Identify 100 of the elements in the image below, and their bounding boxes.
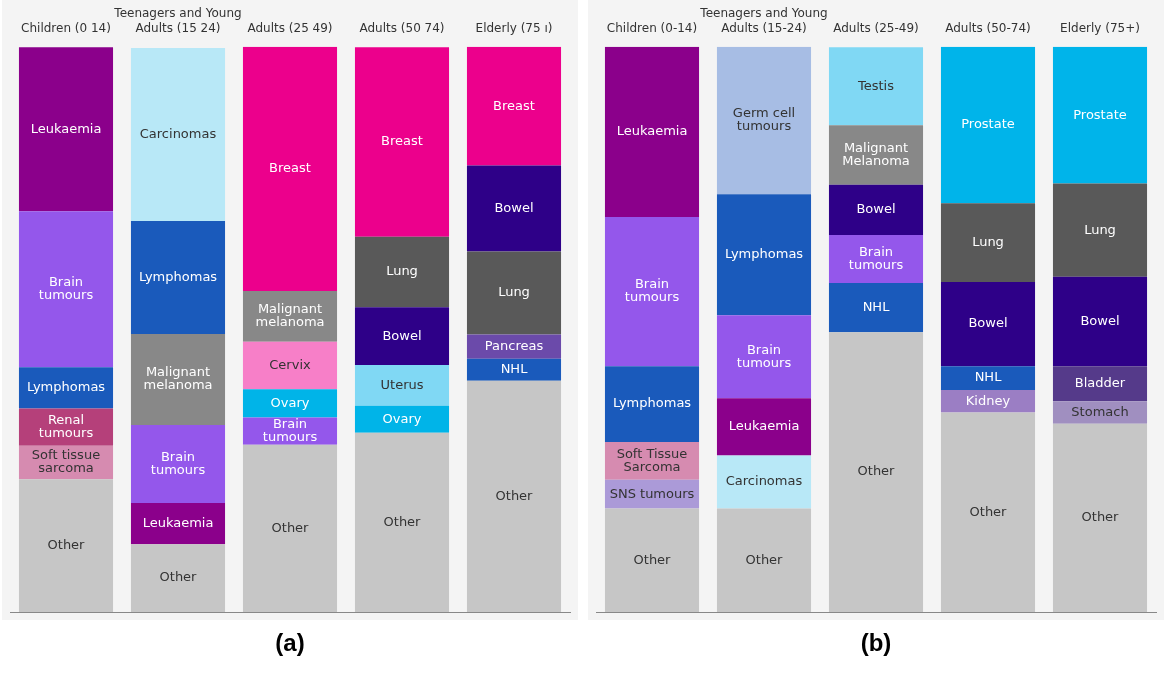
x-tick-label: Elderly (75+) xyxy=(1060,20,1140,35)
x-tick-label: Adults (25 49) xyxy=(247,20,333,35)
series-label: Lung xyxy=(972,234,1004,250)
series-label: Renal tumours xyxy=(38,412,94,441)
series-label: Brain tumours xyxy=(262,416,318,445)
bar xyxy=(18,367,114,409)
bar xyxy=(130,220,226,334)
series-label: Other xyxy=(633,551,672,567)
bar xyxy=(940,281,1036,367)
series-label: Prostate xyxy=(961,116,1015,132)
bar xyxy=(354,432,450,612)
series-label: Pancreas xyxy=(484,338,544,354)
bar xyxy=(828,332,924,612)
bar xyxy=(466,380,562,612)
bar xyxy=(466,46,562,166)
series-label: Prostate xyxy=(1073,106,1127,122)
series-label: Other xyxy=(159,569,198,585)
bar xyxy=(354,405,450,433)
text: Other xyxy=(47,536,85,552)
bar xyxy=(354,236,450,308)
bar xyxy=(716,398,812,456)
text: Other xyxy=(383,513,421,529)
series-label: Brain tumours xyxy=(150,448,206,477)
series-label: Testis xyxy=(857,77,895,93)
series-label: Lung xyxy=(386,263,418,279)
bar xyxy=(716,508,812,612)
series-label: Leukaemia xyxy=(142,514,214,530)
x-tick-label: Teenagers and Young Adults (15-24) xyxy=(699,6,828,35)
series-label: Leukaemia xyxy=(616,123,688,139)
series-label: Carcinomas xyxy=(725,473,803,489)
series-label: Bowel xyxy=(382,327,422,343)
series-label: Germ cell tumours xyxy=(732,105,796,134)
series-label: Malignant Melanoma xyxy=(842,139,910,168)
series-label: NHL xyxy=(862,299,891,315)
series-label: Carcinomas xyxy=(139,125,217,141)
bar xyxy=(828,235,924,284)
series-label: Leukaemia xyxy=(30,120,102,136)
x-tick-label: Elderly (75 ı) xyxy=(475,20,553,35)
bar xyxy=(1052,276,1148,367)
text: Other xyxy=(745,551,783,567)
bar xyxy=(1052,183,1148,277)
series-label: Kidney xyxy=(965,392,1011,408)
bar xyxy=(940,46,1036,204)
bar xyxy=(130,333,226,425)
bar xyxy=(242,444,338,612)
bar xyxy=(828,283,924,333)
series-label: Breast xyxy=(493,97,535,113)
series-label: NHL xyxy=(974,369,1003,385)
series-label: Lung xyxy=(1084,221,1116,237)
bar xyxy=(130,47,226,221)
bar xyxy=(940,412,1036,612)
series-label: Ovary xyxy=(270,394,310,410)
bar xyxy=(466,251,562,335)
bar xyxy=(466,165,562,252)
x-tick-label: Adults (25-49) xyxy=(833,20,919,35)
bar xyxy=(716,46,812,195)
series-label: NHL xyxy=(500,361,529,377)
bar xyxy=(130,544,226,612)
series-label: Malignant melanoma xyxy=(255,301,325,330)
bar xyxy=(354,307,450,366)
series-label: Lymphomas xyxy=(138,268,218,284)
series-label: Bowel xyxy=(968,315,1008,331)
x-tick-label: Adults (50-74) xyxy=(945,20,1031,35)
series-label: Brain tumours xyxy=(736,341,792,370)
bar xyxy=(716,315,812,399)
text: (b) xyxy=(860,628,892,658)
series-label: Stomach xyxy=(1071,403,1129,419)
series-label: Malignant melanoma xyxy=(143,364,213,393)
x-tick-label: Adults (50 74) xyxy=(359,20,445,35)
series-label: Bowel xyxy=(856,201,896,217)
series-label: Cervix xyxy=(269,356,312,372)
bar xyxy=(18,47,114,212)
bar xyxy=(828,184,924,236)
bar xyxy=(130,424,226,503)
text: Other xyxy=(857,463,895,479)
bar xyxy=(716,194,812,316)
bar xyxy=(242,341,338,390)
bar xyxy=(604,46,700,217)
x-tick-label: Teenagers and Young Adults (15 24) xyxy=(113,6,242,35)
bar xyxy=(604,508,700,612)
series-label: Lung xyxy=(498,284,530,300)
text: (a) xyxy=(275,628,305,658)
bar xyxy=(466,334,562,359)
bar xyxy=(354,365,450,406)
bar xyxy=(242,389,338,418)
series-label: Bowel xyxy=(494,199,534,215)
bar xyxy=(940,366,1036,390)
bar xyxy=(940,203,1036,282)
bar xyxy=(130,502,226,545)
bar xyxy=(1052,366,1148,402)
text: Other xyxy=(1081,509,1119,525)
series-label: SNS tumours xyxy=(609,485,695,501)
bar xyxy=(604,366,700,442)
bar xyxy=(18,211,114,368)
series-label: Soft Tissue Sarcoma xyxy=(616,445,688,474)
bar xyxy=(242,46,338,291)
series-label: Bladder xyxy=(1074,375,1126,391)
series-label: Brain tumours xyxy=(624,276,680,305)
x-tick-label: Children (0-14) xyxy=(606,20,698,35)
x-tick-label: Children (0 14) xyxy=(21,20,111,35)
